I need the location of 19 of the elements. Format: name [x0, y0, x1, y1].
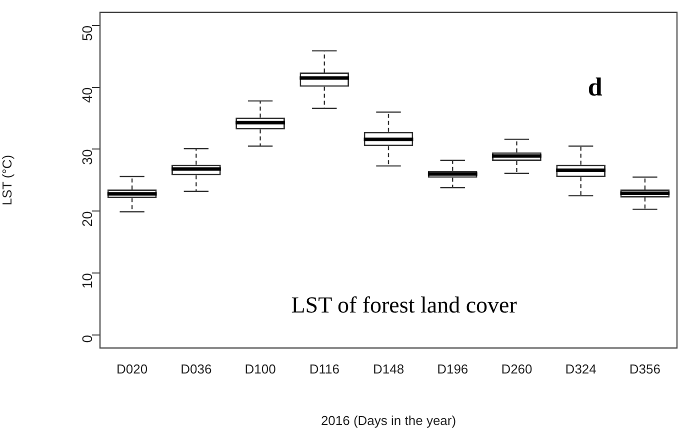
y-tick-label: 20	[78, 210, 95, 227]
y-tick-label: 30	[78, 149, 95, 165]
y-tick-label: 0	[78, 334, 95, 343]
x-tick-label: D100	[244, 361, 276, 376]
x-tick-label: D148	[372, 361, 404, 376]
x-tick-label: D020	[116, 361, 148, 376]
x-axis-title: 2016 (Days in the year)	[320, 412, 456, 428]
y-tick-label: 50	[78, 25, 95, 41]
y-tick-label: 10	[78, 272, 95, 289]
annotation: d	[588, 72, 603, 102]
x-tick-label: D324	[565, 361, 596, 376]
x-tick-label: D196	[437, 361, 468, 376]
x-tick-label: D260	[501, 361, 532, 376]
x-tick-label: D356	[629, 361, 660, 376]
x-tick-label: D036	[180, 361, 212, 376]
y-tick-label: 40	[78, 87, 95, 103]
annotation: LST of forest land cover	[291, 292, 518, 318]
x-tick-label: D116	[309, 361, 340, 376]
y-axis-title: LST (°C)	[0, 154, 14, 206]
